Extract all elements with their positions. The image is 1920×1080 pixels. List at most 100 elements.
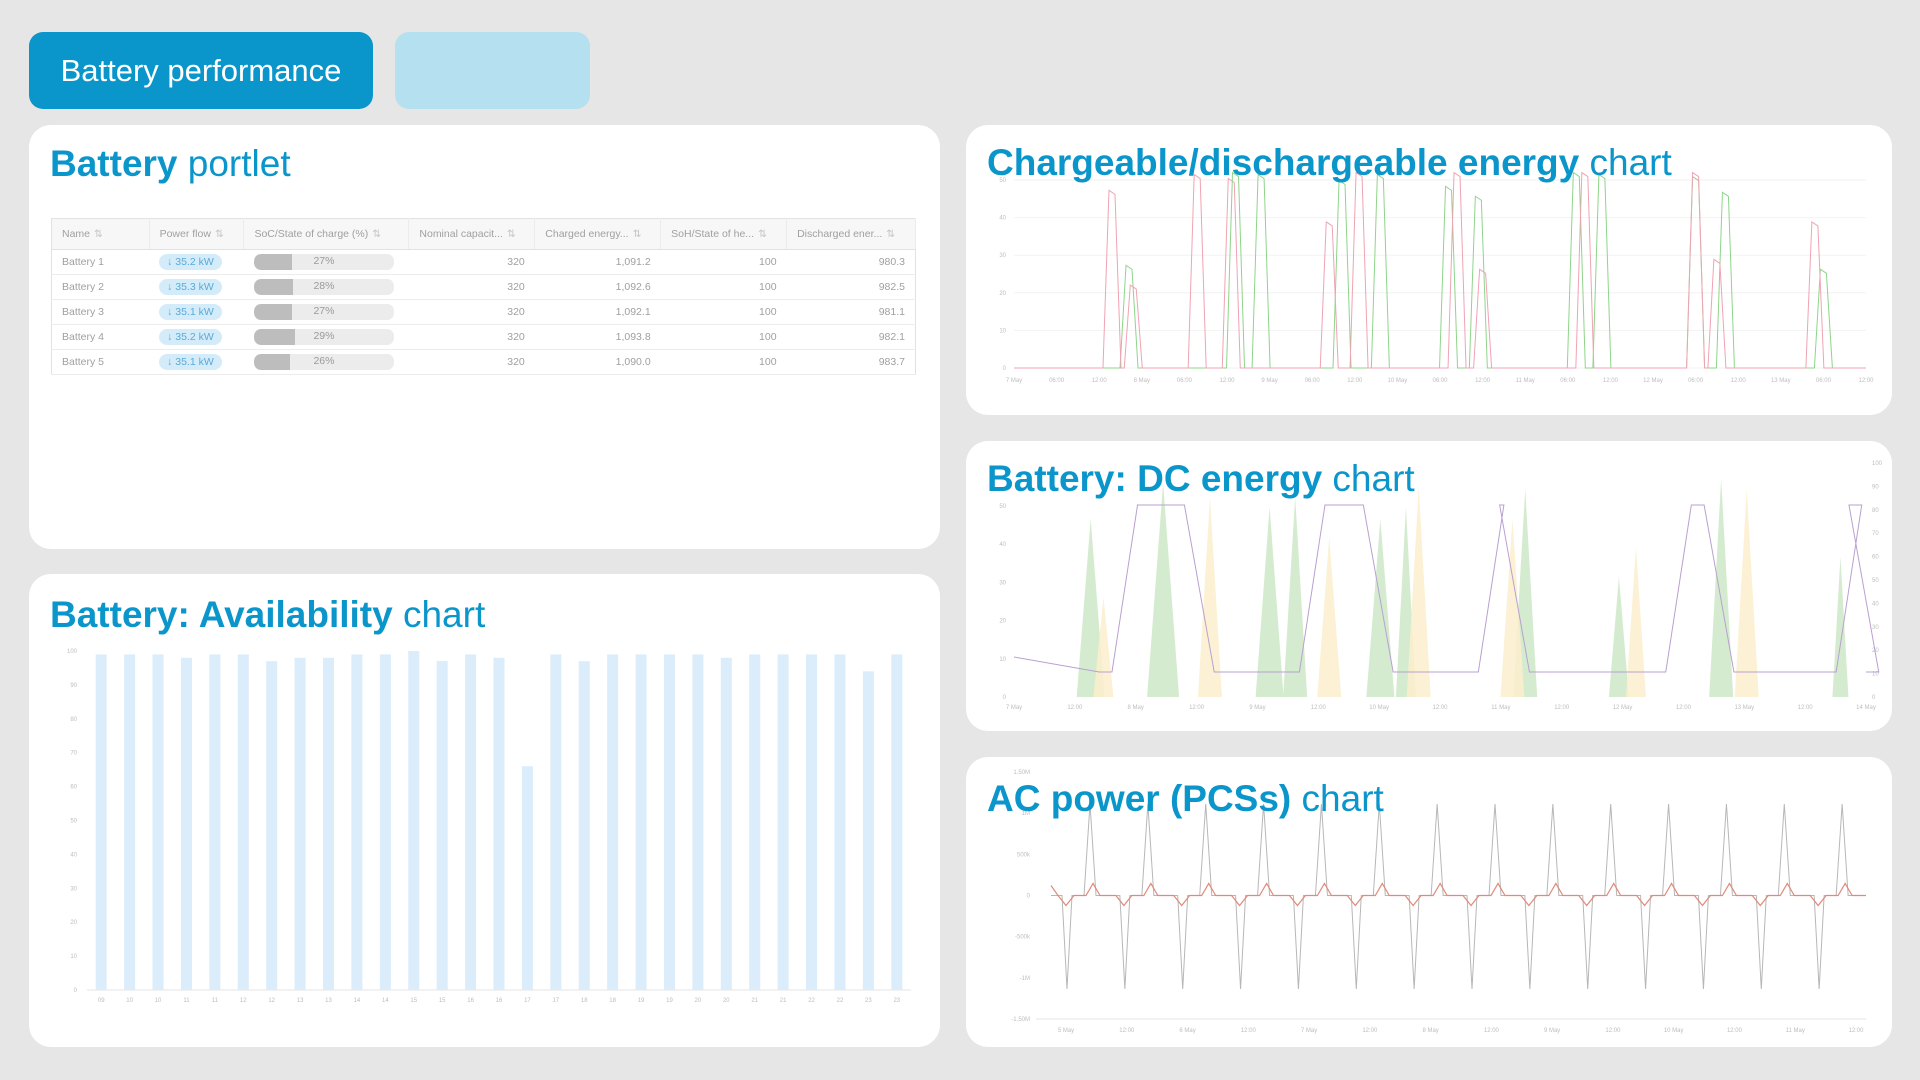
battery-name: Battery 4 [51, 324, 150, 350]
charge-area [1366, 519, 1395, 697]
table-row[interactable]: Battery 4 ↓ 35.2 kW 29% 320 1,093.8 100 982.1 [51, 324, 916, 350]
battery-table: Name ⇅ Power flow ⇅ SoC/State of charge (%) ⇅… [51, 218, 916, 375]
nominal-capacity: 320 [408, 349, 535, 375]
y-tick-label: 50 [999, 178, 1006, 184]
availability-bar [692, 654, 704, 990]
charge-area [1147, 483, 1180, 697]
power-flow-badge: ↓ 35.2 kW [159, 254, 222, 270]
availability-bar [749, 654, 761, 990]
power-flow-badge: ↓ 35.2 kW [159, 329, 222, 345]
charged-energy: 1,092.1 [534, 299, 661, 325]
availability-bar [806, 654, 818, 990]
sort-icon[interactable]: ⇅ [214, 228, 224, 240]
x-tick-label: 7 May [1006, 378, 1022, 384]
availability-bar [465, 654, 477, 990]
x-tick-label: 12:00 [1067, 705, 1083, 711]
tab-empty[interactable] [395, 32, 590, 109]
x-tick-label: 06:00 [1816, 378, 1832, 384]
column-header[interactable]: Charged energy... ⇅ [534, 218, 662, 250]
tab-label: Battery performance [60, 52, 342, 88]
battery-portlet-card: Battery portlet Name ⇅ Power flow ⇅ SoC/Stat… [29, 125, 940, 549]
x-tick-label: 12:00 [1362, 1028, 1378, 1034]
x-tick-label: 11 May [1786, 1028, 1805, 1034]
column-header[interactable]: Name ⇅ [51, 218, 150, 250]
y-tick-label-right: 60 [1872, 555, 1879, 561]
x-tick-label: 12:00 [1311, 705, 1327, 711]
column-header-label: Name [62, 228, 91, 240]
dc-energy-chart: 0 10 20 30 40 50 0 10 20 30 40 50 60 70 80 90 100 7 May 12… [999, 461, 1882, 711]
x-tick-label: 06:00 [1305, 378, 1321, 384]
availability-bar [521, 766, 533, 990]
table-row[interactable]: Battery 2 ↓ 35.3 kW 28% 320 1,092.6 100 982.5 [51, 274, 916, 300]
sort-icon[interactable]: ⇅ [632, 228, 642, 240]
column-header[interactable]: Nominal capacit... ⇅ [408, 218, 536, 250]
table-row[interactable]: Battery 5 ↓ 35.1 kW 26% 320 1,090.0 100 983.7 [51, 349, 916, 375]
x-tick-label: 15 [439, 998, 446, 1004]
state-of-health: 100 [660, 249, 787, 275]
reactive-power-line [1050, 882, 1866, 907]
availability-bar [834, 654, 846, 990]
sort-icon[interactable]: ⇅ [372, 228, 382, 240]
sort-icon[interactable]: ⇅ [758, 228, 767, 240]
availability-bar [95, 654, 107, 990]
power-flow-badge: ↓ 35.1 kW [159, 354, 222, 370]
power-flow-cell: ↓ 35.2 kW [149, 249, 244, 275]
state-of-health: 100 [660, 349, 787, 375]
nominal-capacity: 320 [408, 324, 535, 350]
tab-battery-performance[interactable]: Battery performance [29, 32, 373, 109]
x-tick-label: 12:00 [1603, 378, 1619, 384]
x-tick-label: 09 [98, 998, 105, 1004]
x-tick-label: 7 May [1301, 1028, 1317, 1034]
availability-bar [237, 654, 249, 990]
column-header[interactable]: SoH/State of he... ⇅ [660, 218, 788, 250]
y-tick-label: -1.50M [1011, 1017, 1030, 1023]
energy-chart: 0 10 20 30 40 50 7 May 06:00 12:00 8 May 06:00 12:0… [999, 171, 1874, 384]
charged-energy: 1,092.6 [534, 274, 661, 300]
x-tick-label: 12:00 [1554, 705, 1570, 711]
sort-icon[interactable]: ⇅ [506, 228, 516, 240]
y-tick-label: 40 [70, 852, 77, 858]
discharged-energy: 980.3 [786, 249, 916, 275]
x-tick-label: 06:00 [1560, 378, 1576, 384]
soc-progress-bar: 27% [253, 254, 394, 270]
sort-icon[interactable]: ⇅ [886, 228, 896, 240]
availability-bar [862, 671, 874, 990]
availability-bar [550, 654, 562, 990]
x-tick-label: 14 May [1856, 705, 1876, 711]
soc-cell: 29% [243, 324, 409, 350]
nominal-capacity: 320 [408, 249, 535, 275]
discharge-area [1734, 489, 1759, 697]
column-header[interactable]: Power flow ⇅ [149, 218, 245, 250]
x-tick-label: 11 May [1491, 705, 1510, 711]
discharged-energy: 982.1 [786, 324, 916, 350]
column-header[interactable]: SoC/State of charge (%) ⇅ [243, 218, 410, 250]
y-tick-label: 30 [70, 886, 77, 892]
x-tick-label: 9 May [1249, 705, 1265, 711]
table-row[interactable]: Battery 3 ↓ 35.1 kW 27% 320 1,092.1 100 981.1 [51, 299, 916, 325]
x-tick-label: 06:00 [1688, 378, 1704, 384]
table-row[interactable]: Battery 1 ↓ 35.2 kW 27% 320 1,091.2 100 980.3 [51, 249, 916, 275]
soc-cell: 27% [243, 249, 409, 275]
soc-fill [253, 329, 295, 345]
x-tick-label: 10 May [1664, 1028, 1684, 1034]
soc-fill [253, 304, 292, 320]
battery-name: Battery 1 [51, 249, 150, 275]
availability-card: Battery: Availability chart 0 10 20 30 40 50 6… [29, 574, 940, 1047]
sort-icon[interactable]: ⇅ [94, 228, 103, 240]
x-tick-label: 16 [467, 998, 474, 1004]
x-tick-label: 22 [837, 998, 844, 1004]
x-tick-label: 5 May [1058, 1028, 1074, 1034]
discharged-energy: 983.7 [786, 349, 916, 375]
column-header[interactable]: Discharged ener... ⇅ [786, 218, 916, 250]
soc-progress-bar: 29% [253, 329, 394, 345]
x-tick-label: 20 [695, 998, 702, 1004]
column-header-label: SoC/State of charge (%) [254, 228, 369, 240]
x-tick-label: 22 [808, 998, 815, 1004]
y-tick-label-right: 40 [1872, 601, 1879, 607]
y-tick-label-left: 40 [999, 542, 1006, 548]
portlet-title: Battery portlet [50, 143, 291, 184]
dc-title: Battery: DC energy chart [987, 458, 1415, 499]
x-tick-label: 12:00 [1241, 1028, 1257, 1034]
y-tick-label: 80 [70, 717, 77, 723]
discharged-energy: 981.1 [786, 299, 916, 325]
